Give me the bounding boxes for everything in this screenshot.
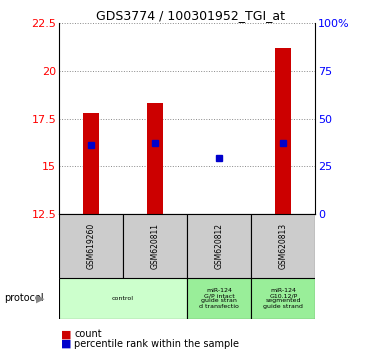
- Bar: [59, 278, 187, 319]
- Bar: [123, 214, 187, 278]
- Text: miR-124
G10.12/P
segmented
guide strand: miR-124 G10.12/P segmented guide strand: [263, 288, 303, 309]
- Text: GDS3774 / 100301952_TGI_at: GDS3774 / 100301952_TGI_at: [95, 9, 285, 22]
- Text: control: control: [112, 296, 134, 301]
- Bar: [251, 214, 315, 278]
- Text: GSM620811: GSM620811: [150, 223, 160, 269]
- Text: ▶: ▶: [36, 293, 44, 303]
- Bar: [83, 113, 99, 214]
- Text: GSM619260: GSM619260: [87, 223, 95, 269]
- Text: GSM620813: GSM620813: [279, 223, 288, 269]
- Text: count: count: [74, 329, 102, 339]
- Text: miR-124
G/P intact
guide stran
d transfectio: miR-124 G/P intact guide stran d transfe…: [199, 288, 239, 309]
- Bar: [147, 103, 163, 214]
- Text: percentile rank within the sample: percentile rank within the sample: [74, 339, 239, 349]
- Bar: [276, 48, 291, 214]
- Text: ■: ■: [61, 329, 71, 339]
- Bar: [187, 278, 251, 319]
- Bar: [251, 278, 315, 319]
- Text: ■: ■: [61, 339, 71, 349]
- Text: GSM620812: GSM620812: [215, 223, 224, 269]
- Text: protocol: protocol: [4, 293, 43, 303]
- Bar: [187, 214, 251, 278]
- Bar: [59, 214, 123, 278]
